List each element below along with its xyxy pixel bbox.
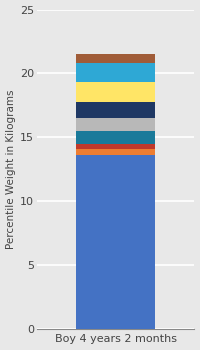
Bar xyxy=(76,155,155,329)
Bar xyxy=(76,54,155,63)
Y-axis label: Percentile Weight in Kilograms: Percentile Weight in Kilograms xyxy=(6,90,16,249)
Bar xyxy=(76,63,155,82)
Bar xyxy=(76,102,155,118)
Bar xyxy=(76,82,155,102)
Bar xyxy=(76,118,155,131)
Bar xyxy=(76,149,155,155)
Bar xyxy=(76,144,155,149)
Bar xyxy=(76,131,155,144)
